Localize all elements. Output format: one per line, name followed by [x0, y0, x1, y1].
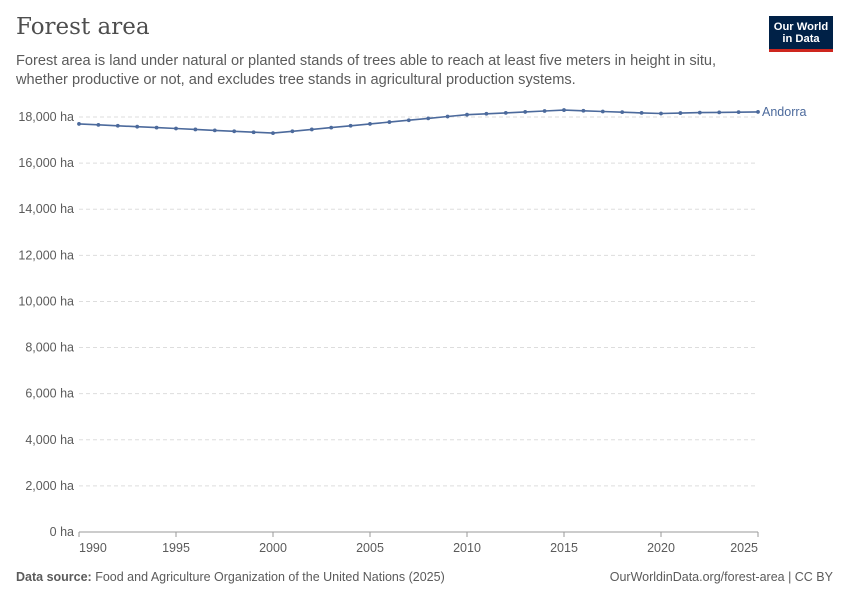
data-point[interactable] [154, 125, 159, 130]
owid-logo[interactable]: Our World in Data [769, 16, 833, 52]
data-point[interactable] [193, 127, 198, 132]
data-point[interactable] [678, 111, 683, 115]
data-point[interactable] [736, 110, 741, 115]
x-tick-label: 2020 [647, 541, 675, 555]
series-layer: Andorra [77, 105, 807, 136]
gridlines [79, 116, 758, 487]
data-point[interactable] [115, 123, 120, 128]
data-point[interactable] [271, 131, 275, 136]
y-tick-label: 2,000 ha [25, 479, 74, 493]
y-tick-label: 4,000 ha [25, 433, 74, 447]
data-point[interactable] [406, 118, 411, 123]
x-tick-label: 2015 [550, 541, 578, 555]
data-point[interactable] [659, 111, 663, 116]
series-line-andorra[interactable] [78, 109, 759, 134]
x-tick-label: 2000 [259, 541, 287, 555]
logo-line-2: in Data [782, 33, 820, 45]
y-tick-label: 18,000 ha [18, 110, 74, 124]
y-tick-label: 14,000 ha [18, 202, 74, 216]
x-tick-label: 2025 [730, 541, 758, 555]
data-point[interactable] [523, 110, 528, 114]
data-source: Data source: Food and Agriculture Organi… [16, 570, 445, 584]
data-source-text: Food and Agriculture Organization of the… [95, 570, 445, 584]
data-point[interactable] [135, 124, 140, 129]
x-tick-label: 1995 [162, 541, 190, 555]
y-tick-label: 6,000 ha [25, 387, 74, 401]
y-tick-label: 16,000 ha [18, 156, 74, 170]
data-point[interactable] [697, 110, 702, 115]
data-point[interactable] [212, 128, 217, 133]
data-point[interactable] [542, 109, 547, 113]
y-tick-label: 0 ha [50, 525, 74, 539]
data-source-label: Data source: [16, 570, 92, 584]
x-tick-label: 2005 [356, 541, 384, 555]
y-tick-label: 8,000 ha [25, 341, 74, 355]
x-tick-label: 2010 [453, 541, 481, 555]
data-point[interactable] [562, 108, 566, 112]
data-point[interactable] [251, 130, 256, 135]
data-point[interactable] [484, 111, 489, 116]
logo-line-1: Our World [773, 21, 829, 33]
data-point[interactable] [96, 122, 101, 127]
chart-subtitle: Forest area is land under natural or pla… [16, 53, 717, 88]
data-point[interactable] [426, 116, 431, 121]
data-point[interactable] [77, 122, 81, 126]
data-point[interactable] [309, 127, 314, 132]
data-point[interactable] [600, 109, 605, 114]
chart-title: Forest area [16, 14, 150, 40]
x-axis: 1990 1995 2000 2005 2010 2015 2020 2025 [78, 531, 759, 555]
series-label[interactable]: Andorra [762, 105, 807, 119]
data-point[interactable] [445, 114, 450, 119]
y-axis-ticks: 0 ha 2,000 ha 4,000 ha 6,000 ha 8,000 ha 10,0… [18, 110, 74, 539]
y-tick-label: 10,000 ha [18, 294, 74, 308]
data-point[interactable] [465, 112, 469, 117]
data-point[interactable] [387, 120, 392, 124]
data-point[interactable] [348, 123, 353, 128]
source-url-link[interactable]: OurWorldinData.org/forest-area | CC BY [609, 570, 833, 584]
data-point[interactable] [174, 126, 178, 131]
data-point[interactable] [756, 110, 760, 114]
data-point[interactable] [620, 110, 625, 115]
data-point[interactable] [232, 129, 237, 134]
data-point[interactable] [329, 125, 334, 130]
data-point[interactable] [368, 122, 372, 126]
y-tick-label: 12,000 ha [18, 248, 74, 262]
data-point[interactable] [290, 129, 295, 134]
data-point[interactable] [717, 110, 722, 115]
x-tick-label: 1990 [79, 541, 107, 555]
data-point[interactable] [639, 110, 644, 115]
data-point[interactable] [503, 110, 508, 115]
data-point[interactable] [581, 108, 586, 113]
